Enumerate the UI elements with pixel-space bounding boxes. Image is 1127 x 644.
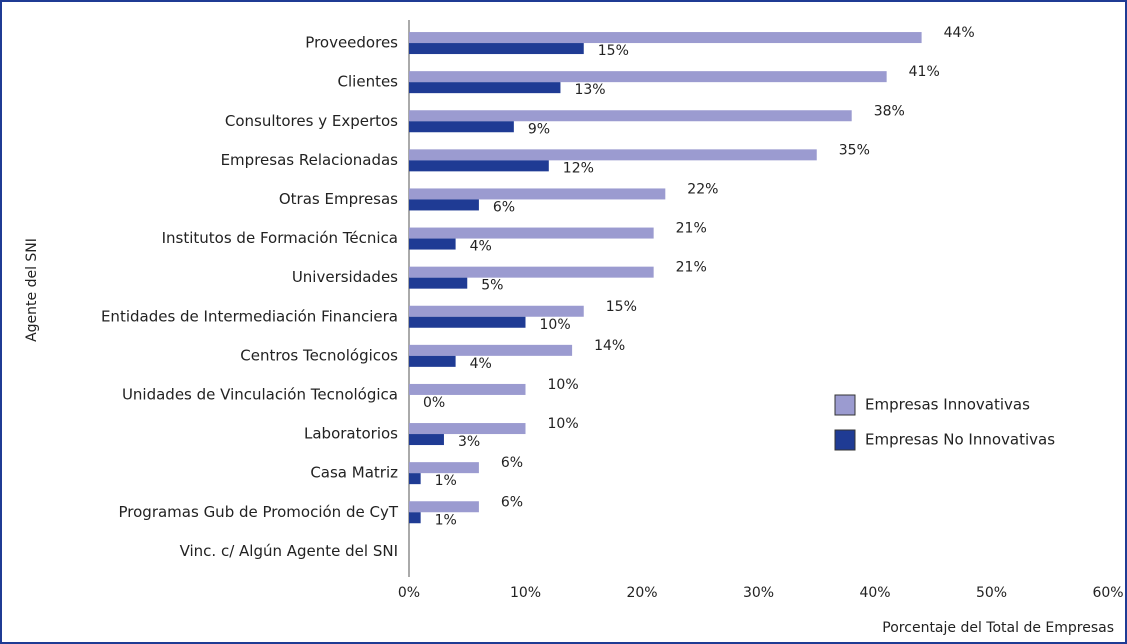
data-label: 10% [540, 317, 571, 333]
data-label: 22% [687, 181, 718, 197]
data-label: 1% [435, 473, 457, 489]
data-label: 5% [481, 278, 503, 294]
y-tick-label: Empresas Relacionadas [221, 151, 399, 169]
legend-swatch [834, 394, 856, 416]
x-tick-label: 10% [510, 585, 541, 601]
bar [409, 160, 549, 172]
bar [409, 305, 584, 317]
y-tick-label: Unidades de Vinculación Tecnológica [122, 385, 398, 403]
data-label: 21% [676, 221, 707, 237]
y-tick-label: Otras Empresas [279, 190, 398, 208]
data-label: 35% [839, 142, 870, 158]
legend-label: Empresas Innovativas [865, 396, 1030, 414]
bar [409, 227, 654, 239]
legend-swatch [834, 429, 856, 451]
y-tick-label: Programas Gub de Promoción de CyT [119, 503, 399, 521]
y-tick-label: Institutos de Formación Técnica [162, 229, 398, 247]
bar [409, 199, 479, 211]
data-label: 4% [470, 356, 492, 372]
bar [409, 82, 561, 94]
data-label: 9% [528, 121, 550, 137]
y-tick-label: Universidades [292, 268, 398, 286]
data-label: 15% [598, 43, 629, 59]
x-tick-label: 0% [398, 585, 420, 601]
y-tick-label: Consultores y Expertos [225, 112, 398, 130]
bar [409, 43, 584, 55]
y-tick-label: Centros Tecnológicos [240, 346, 398, 364]
data-label: 44% [944, 25, 975, 41]
x-tick-label: 20% [626, 585, 657, 601]
bar [409, 316, 526, 328]
bar [409, 277, 468, 289]
bar [409, 266, 654, 278]
bar [409, 501, 479, 513]
data-label: 21% [676, 260, 707, 276]
x-tick-label: 50% [976, 585, 1007, 601]
bar [409, 32, 922, 44]
x-tick-label: 30% [743, 585, 774, 601]
y-tick-label: Vinc. c/ Algún Agente del SNI [180, 542, 398, 560]
data-label: 13% [574, 82, 605, 98]
bar [409, 71, 887, 83]
x-tick-label: 40% [859, 585, 890, 601]
data-label: 6% [493, 199, 515, 215]
bar [409, 383, 526, 395]
data-label: 10% [548, 377, 579, 393]
bar [409, 188, 666, 200]
y-axis-label: Agente del SNI [24, 238, 40, 342]
y-tick-label: Casa Matriz [310, 464, 398, 482]
bar [409, 423, 526, 435]
bar [409, 121, 514, 133]
bar [409, 512, 421, 524]
data-label: 0% [423, 395, 445, 411]
data-label: 6% [501, 455, 523, 471]
data-label: 15% [606, 299, 637, 315]
bar [409, 344, 573, 356]
data-label: 10% [548, 416, 579, 432]
bar [409, 355, 456, 367]
y-tick-label: Entidades de Intermediación Financiera [101, 307, 398, 325]
data-label: 14% [594, 338, 625, 354]
x-tick-label: 60% [1092, 585, 1123, 601]
data-label: 41% [909, 64, 940, 80]
bar [409, 149, 817, 161]
data-label: 6% [501, 494, 523, 510]
data-label: 4% [470, 239, 492, 255]
y-tick-label: Proveedores [305, 34, 398, 52]
bar [409, 473, 421, 485]
y-tick-label: Laboratorios [304, 425, 398, 443]
bar [409, 110, 852, 122]
data-label: 3% [458, 434, 480, 450]
y-tick-label: Clientes [338, 73, 399, 91]
x-axis-label: Porcentaje del Total de Empresas [882, 620, 1114, 636]
bar [409, 462, 479, 474]
data-label: 38% [874, 103, 905, 119]
data-label: 1% [435, 512, 457, 528]
bar [409, 434, 444, 446]
bar [409, 238, 456, 250]
legend-label: Empresas No Innovativas [865, 431, 1055, 449]
data-label: 12% [563, 160, 594, 176]
